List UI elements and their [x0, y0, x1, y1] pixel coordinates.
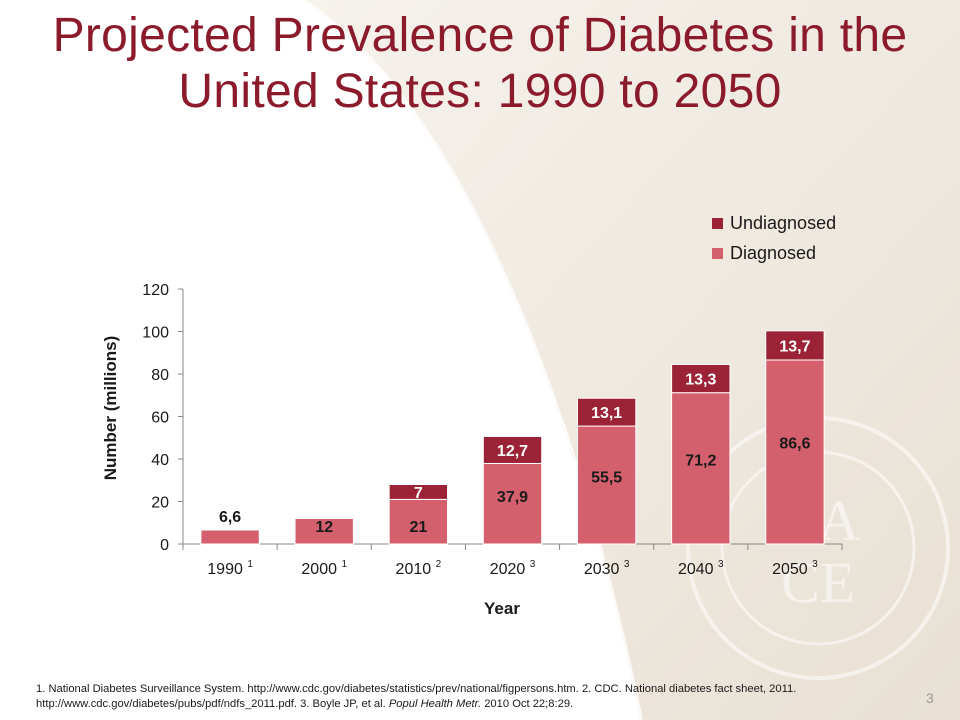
slide-title: Projected Prevalence of Diabetes in the …: [52, 9, 908, 118]
bar-undiagnosed: [576, 397, 637, 427]
bar-diagnosed: [294, 518, 354, 545]
y-tick-label: 20: [151, 495, 169, 512]
y-tick-label: 0: [160, 537, 169, 554]
x-tick-label: 2020 3: [490, 559, 536, 578]
x-tick-label: 1990 1: [207, 559, 253, 578]
x-tick-reference: 3: [624, 559, 630, 570]
x-tick-reference: 2: [436, 559, 442, 570]
x-tick-reference: 3: [812, 559, 818, 570]
y-tick-label: 40: [151, 452, 169, 469]
page-number: 3: [926, 690, 934, 706]
y-axis-title: Number (millions): [101, 336, 120, 481]
bar-diagnosed: [576, 425, 637, 545]
data-label-undiagnosed: 7: [414, 485, 423, 502]
x-tick-reference: 1: [341, 559, 347, 570]
data-label-undiagnosed: 13,3: [685, 372, 716, 389]
footnote-text: 1. National Diabetes Surveillance System…: [36, 683, 797, 710]
legend-label-diagnosed: Diagnosed: [730, 242, 817, 263]
seal-letters-bottom: CE: [781, 550, 855, 615]
y-tick-label: 120: [142, 282, 169, 299]
legend-item-diagnosed: Diagnosed: [712, 238, 836, 268]
bar-diagnosed: [200, 529, 260, 545]
x-axis-title: Year: [484, 599, 520, 618]
footnote-journal: Popul Health Metr.: [388, 698, 482, 710]
data-label-diagnosed: 71,2: [685, 452, 716, 469]
data-label-diagnosed: 21: [409, 519, 427, 536]
legend-label-undiagnosed: Undiagnosed: [730, 212, 837, 233]
y-tick-label: 60: [151, 410, 169, 427]
data-label-undiagnosed: 13,1: [591, 405, 622, 422]
bar-diagnosed: [482, 462, 543, 545]
x-tick-reference: 1: [247, 559, 253, 570]
references-footnote: 1. National Diabetes Surveillance System…: [36, 682, 836, 712]
data-label-diagnosed: 12: [315, 519, 333, 536]
x-tick-label: 2030 3: [584, 559, 630, 578]
chart-legend: Undiagnosed Diagnosed: [712, 208, 836, 268]
bar-diagnosed: [388, 498, 449, 545]
y-tick-label: 80: [151, 367, 169, 384]
data-label-diagnosed: 6,6: [219, 509, 241, 526]
data-label-diagnosed: 37,9: [497, 489, 528, 506]
data-label-diagnosed: 55,5: [591, 470, 622, 487]
legend-swatch-diagnosed: [712, 247, 723, 259]
x-tick-label: 2010 2: [396, 559, 442, 578]
bar-undiagnosed: [671, 363, 731, 394]
background-swoosh-edge: [298, 0, 643, 720]
bar-undiagnosed: [388, 484, 449, 500]
bar-diagnosed: [671, 392, 731, 545]
bar-undiagnosed: [482, 435, 543, 464]
data-label-undiagnosed: 12,7: [497, 443, 528, 460]
footnote-citation: 2010 Oct 22;8:29.: [481, 698, 574, 710]
x-tick-label: 2040 3: [678, 559, 724, 578]
data-label-diagnosed: 86,6: [779, 435, 810, 452]
bar-diagnosed: [765, 359, 825, 545]
x-tick-reference: 3: [718, 559, 724, 570]
x-tick-label: 2050 3: [772, 559, 818, 578]
y-tick-label: 100: [142, 325, 169, 342]
legend-item-undiagnosed: Undiagnosed: [712, 208, 836, 238]
legend-swatch-undiagnosed: [712, 217, 723, 229]
x-tick-label: 2000 1: [301, 559, 347, 578]
data-label-undiagnosed: 13,7: [779, 338, 810, 355]
bar-undiagnosed: [765, 330, 825, 361]
x-tick-reference: 3: [530, 559, 536, 570]
